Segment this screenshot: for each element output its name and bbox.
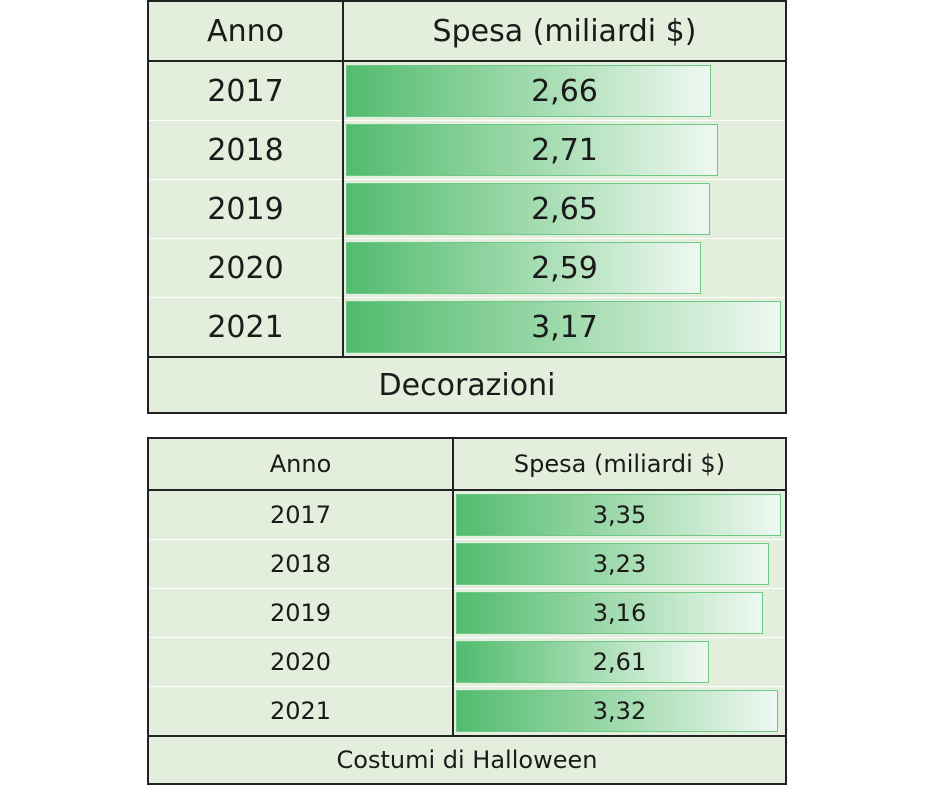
table-row: 2020 2,59 bbox=[148, 238, 786, 298]
value-cell: 2,65 bbox=[343, 179, 786, 239]
table-row: 2018 2,71 bbox=[148, 120, 786, 180]
table-row: 2018 3,23 bbox=[148, 539, 786, 589]
table-row: 2017 2,66 bbox=[148, 61, 786, 121]
year-cell: 2018 bbox=[148, 120, 344, 180]
costumi-table: Anno Spesa (miliardi $) 2017 3,35 2018 3… bbox=[147, 437, 787, 785]
data-bar bbox=[456, 543, 769, 585]
value-cell: 2,66 bbox=[343, 61, 786, 121]
decorazioni-table: Anno Spesa (miliardi $) 2017 2,66 2018 2… bbox=[147, 0, 787, 414]
value-cell: 2,59 bbox=[343, 238, 786, 298]
data-bar bbox=[456, 641, 709, 683]
table-row: 2021 3,32 bbox=[148, 686, 786, 737]
value-label: 3,35 bbox=[592, 501, 647, 529]
data-bar bbox=[346, 242, 701, 294]
value-label: 2,59 bbox=[531, 250, 598, 286]
value-label: 2,65 bbox=[531, 191, 598, 227]
header-row: Anno Spesa (miliardi $) bbox=[148, 1, 786, 62]
data-bar bbox=[456, 592, 763, 634]
table-row: 2021 3,17 bbox=[148, 297, 786, 358]
table-row: 2019 2,65 bbox=[148, 179, 786, 239]
table-caption: Costumi di Halloween bbox=[148, 735, 786, 784]
value-label: 2,71 bbox=[531, 132, 598, 168]
value-cell: 3,23 bbox=[453, 539, 786, 589]
data-bar bbox=[346, 183, 710, 235]
year-cell: 2018 bbox=[148, 539, 454, 589]
table-row: 2020 2,61 bbox=[148, 637, 786, 687]
table-row: 2019 3,16 bbox=[148, 588, 786, 638]
value-label: 2,61 bbox=[592, 648, 647, 676]
year-cell: 2020 bbox=[148, 637, 454, 687]
data-bar bbox=[456, 494, 781, 536]
value-cell: 2,71 bbox=[343, 120, 786, 180]
column-header-spesa: Spesa (miliardi $) bbox=[343, 1, 786, 62]
year-cell: 2021 bbox=[148, 686, 454, 737]
column-header-anno: Anno bbox=[148, 1, 344, 62]
year-cell: 2017 bbox=[148, 490, 454, 540]
value-cell: 2,61 bbox=[453, 637, 786, 687]
table-caption: Decorazioni bbox=[148, 356, 786, 413]
value-cell: 3,16 bbox=[453, 588, 786, 638]
value-cell: 3,17 bbox=[343, 297, 786, 358]
column-header-anno: Anno bbox=[148, 438, 454, 491]
year-cell: 2017 bbox=[148, 61, 344, 121]
data-bar bbox=[456, 690, 778, 732]
year-cell: 2021 bbox=[148, 297, 344, 358]
year-cell: 2020 bbox=[148, 238, 344, 298]
data-bar bbox=[346, 65, 711, 117]
value-label: 2,66 bbox=[531, 73, 598, 109]
table-row: 2017 3,35 bbox=[148, 490, 786, 540]
data-bar bbox=[346, 124, 718, 176]
year-cell: 2019 bbox=[148, 588, 454, 638]
caption-row: Costumi di Halloween bbox=[148, 735, 786, 784]
value-label: 3,32 bbox=[592, 697, 647, 725]
header-row: Anno Spesa (miliardi $) bbox=[148, 438, 786, 491]
value-cell: 3,35 bbox=[453, 490, 786, 540]
value-label: 3,23 bbox=[592, 550, 647, 578]
value-label: 3,17 bbox=[531, 309, 598, 345]
value-cell: 3,32 bbox=[453, 686, 786, 737]
value-label: 3,16 bbox=[592, 599, 647, 627]
data-bar bbox=[346, 301, 781, 353]
caption-row: Decorazioni bbox=[148, 356, 786, 413]
column-header-spesa: Spesa (miliardi $) bbox=[453, 438, 786, 491]
year-cell: 2019 bbox=[148, 179, 344, 239]
